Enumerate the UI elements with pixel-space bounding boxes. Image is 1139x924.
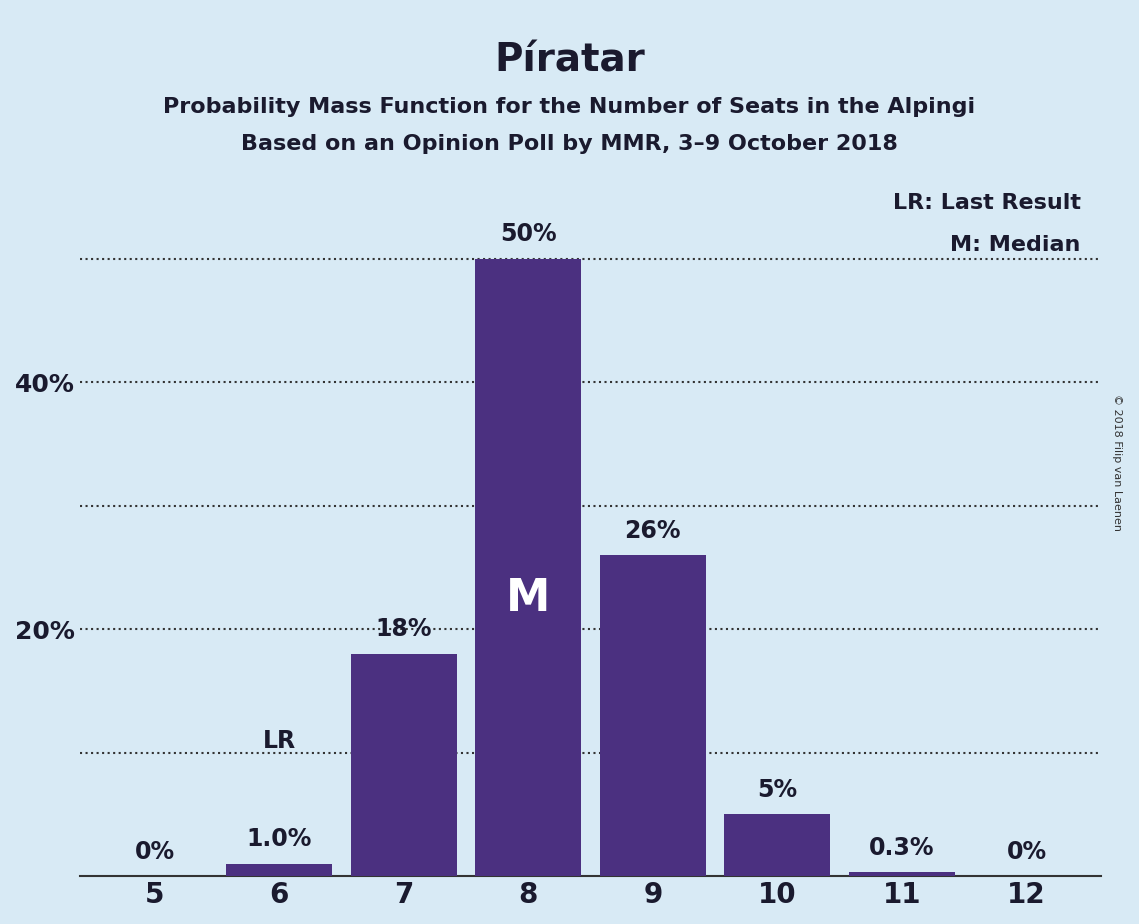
Text: 0%: 0% — [1007, 840, 1047, 864]
Text: LR: LR — [262, 729, 296, 753]
Text: © 2018 Filip van Laenen: © 2018 Filip van Laenen — [1112, 394, 1122, 530]
Text: 0.3%: 0.3% — [869, 836, 935, 860]
Text: Probability Mass Function for the Number of Seats in the Alpingi: Probability Mass Function for the Number… — [163, 97, 976, 117]
Text: 50%: 50% — [500, 222, 557, 246]
Text: M: Median: M: Median — [950, 236, 1081, 255]
Text: 0%: 0% — [134, 840, 174, 864]
Text: M: M — [506, 577, 550, 620]
Bar — [724, 814, 830, 876]
Text: Based on an Opinion Poll by MMR, 3–9 October 2018: Based on an Opinion Poll by MMR, 3–9 Oct… — [241, 134, 898, 154]
Bar — [227, 864, 331, 876]
Bar — [475, 259, 581, 876]
Text: Píratar: Píratar — [494, 42, 645, 79]
Text: 26%: 26% — [624, 518, 681, 542]
Bar — [351, 654, 457, 876]
Bar — [849, 872, 954, 876]
Text: LR: Last Result: LR: Last Result — [893, 193, 1081, 213]
Text: 18%: 18% — [376, 617, 432, 641]
Text: 1.0%: 1.0% — [246, 827, 312, 851]
Text: 5%: 5% — [757, 778, 797, 802]
Bar — [600, 555, 706, 876]
